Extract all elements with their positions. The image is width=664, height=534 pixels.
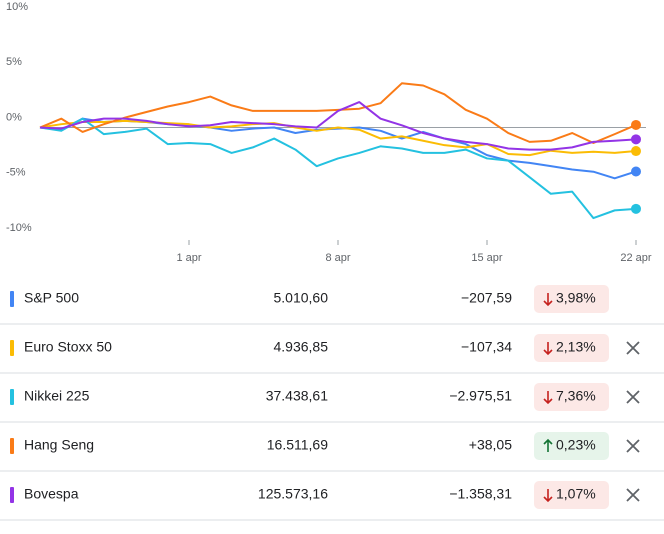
index-name: S&P 500 [24,290,79,306]
table-row: Bovespa 125.573,16 −1.358,31 1,07% [0,481,664,521]
end-dot [631,146,641,157]
end-dot [631,166,641,177]
y-tick-label: 5% [6,56,22,68]
remove-button[interactable] [626,341,640,355]
index-name: Euro Stoxx 50 [24,339,112,355]
trend-arrow [543,342,553,356]
change: −1.358,31 [449,486,512,502]
color-swatch [10,487,14,503]
trend-arrow [543,489,553,503]
trend-arrow [543,293,553,307]
color-swatch [10,438,14,454]
table-row: S&P 500 5.010,60 −207,59 3,98% [0,285,664,325]
change: −107,34 [461,339,512,355]
price: 16.511,69 [267,437,328,453]
y-tick-label: -5% [6,167,26,179]
end-dot [631,203,641,214]
percent: 2,13% [556,339,596,355]
x-tick-label: 22 apr [620,252,652,264]
index-name: Nikkei 225 [24,388,90,404]
percent-badge [534,383,609,411]
trend-arrow [543,438,553,452]
price: 5.010,60 [274,290,329,306]
change: −207,59 [461,290,512,306]
series-line [39,117,637,220]
color-swatch [10,340,14,356]
y-tick-label: 10% [6,1,28,13]
series-line [39,119,637,157]
index-name: Hang Seng [24,437,94,453]
percent-badge [534,481,609,509]
table-row: Euro Stoxx 50 4.936,85 −107,34 2,13% [0,334,664,374]
change: −2.975,51 [449,388,512,404]
x-tick-label: 15 apr [471,252,503,264]
y-tick-label: 0% [6,111,22,123]
color-swatch [10,389,14,405]
index-name: Bovespa [24,486,79,502]
remove-button[interactable] [626,390,640,404]
end-dot [631,119,641,130]
table-row: Nikkei 225 37.438,61 −2.975,51 7,36% [0,383,664,423]
percent: 1,07% [556,486,596,502]
remove-button[interactable] [626,488,640,502]
y-tick-label: -10% [6,222,32,234]
series-line [39,82,637,144]
table-row: Hang Seng 16.511,69 +38,05 0,23% [0,432,664,472]
percent-badge [534,432,609,460]
percent: 7,36% [556,388,596,404]
color-swatch [10,291,14,307]
x-tick-label: 1 apr [176,252,201,264]
series-line [39,101,637,151]
change: +38,05 [469,437,512,453]
price: 4.936,85 [274,339,329,355]
percent-badge [534,285,609,313]
percent: 3,98% [556,290,596,306]
end-dot [631,134,641,145]
x-tick-label: 8 apr [325,252,350,264]
percent-badge [534,334,609,362]
trend-arrow [543,391,553,405]
percent: 0,23% [556,437,596,453]
remove-button[interactable] [626,439,640,453]
price: 37.438,61 [266,388,328,404]
price: 125.573,16 [258,486,328,502]
